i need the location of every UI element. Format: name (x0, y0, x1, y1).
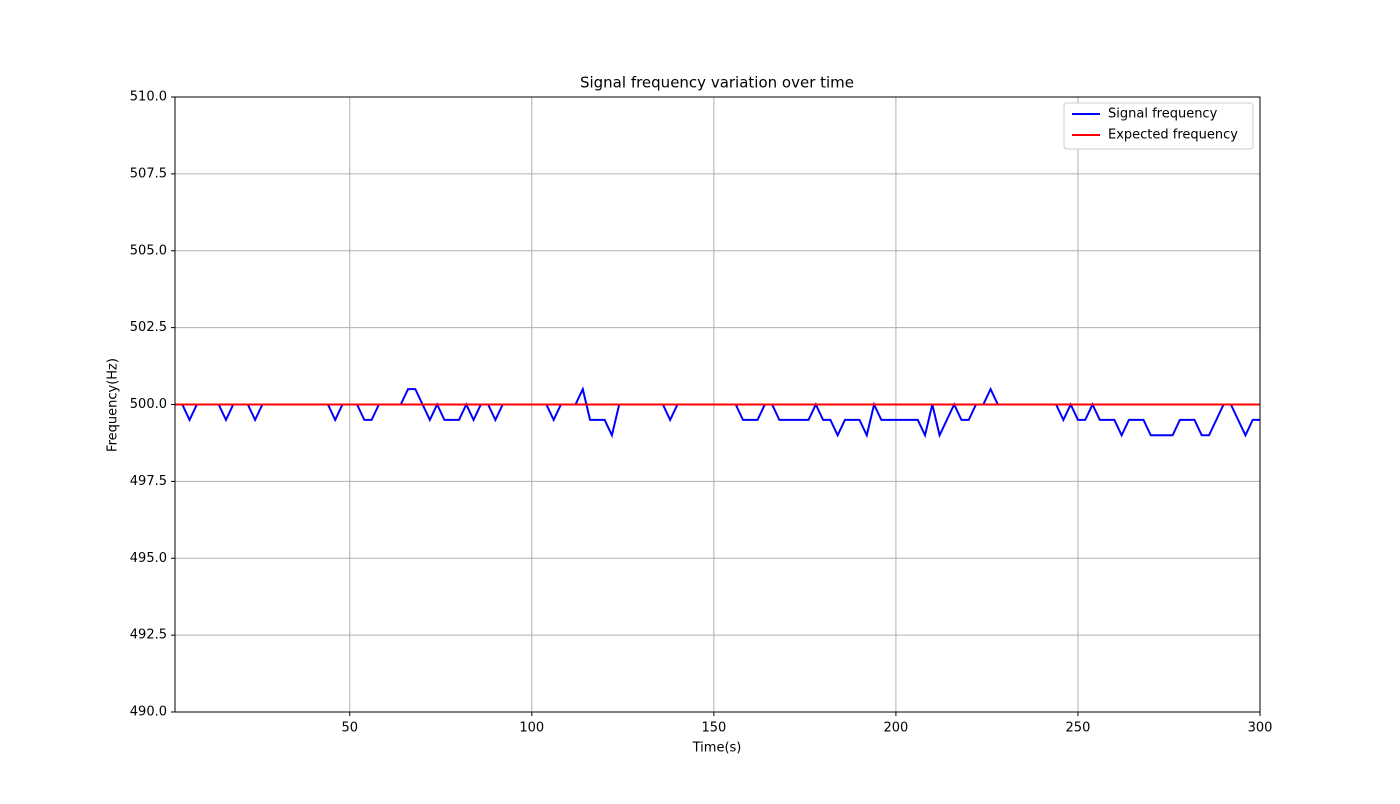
y-tick-label: 495.0 (130, 551, 167, 566)
y-tick-label: 500.0 (130, 397, 167, 412)
y-axis-label: Frequency(Hz) (106, 358, 121, 452)
y-tick-label: 492.5 (130, 628, 167, 643)
x-tick-label: 300 (1248, 721, 1273, 736)
x-tick-label: 250 (1066, 721, 1091, 736)
y-tick-label: 497.5 (130, 474, 167, 489)
y-tick-label: 507.5 (130, 166, 167, 181)
legend-label: Expected frequency (1108, 128, 1238, 143)
legend-label: Signal frequency (1108, 107, 1218, 122)
x-tick-label: 200 (883, 721, 908, 736)
y-tick-label: 490.0 (130, 705, 167, 720)
x-tick-label: 150 (701, 721, 726, 736)
x-axis-label: Time(s) (692, 741, 742, 756)
chart-title: Signal frequency variation over time (580, 74, 854, 92)
plot-frame (174, 96, 1261, 713)
y-tick-label: 510.0 (130, 90, 167, 105)
x-tick-label: 50 (341, 721, 358, 736)
y-tick-label: 502.5 (130, 320, 167, 335)
x-tick-label: 100 (519, 721, 544, 736)
y-tick-label: 505.0 (130, 243, 167, 258)
legend-box (1063, 102, 1254, 150)
